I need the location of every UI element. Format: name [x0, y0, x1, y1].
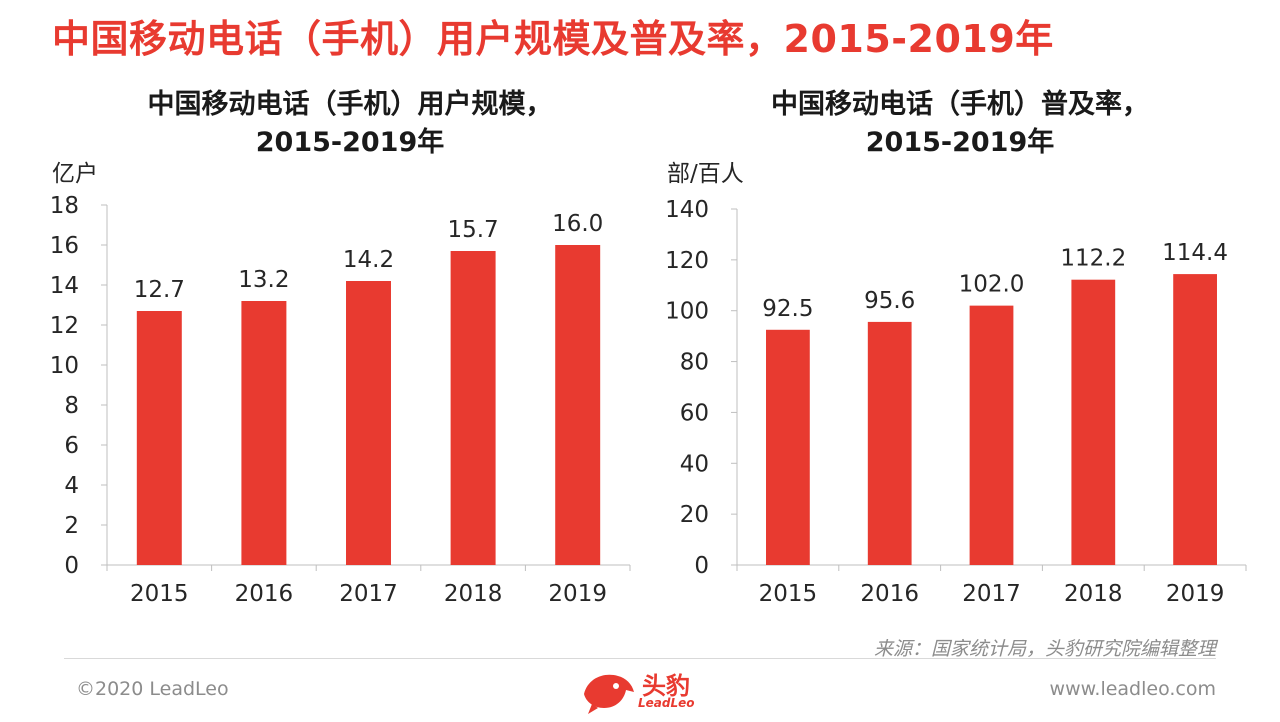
users-data-label: 12.7	[134, 277, 185, 303]
left-chart-unit: 亿户	[52, 161, 98, 187]
users-bar	[136, 311, 182, 565]
penetration-bar	[1173, 274, 1217, 565]
users-y-tick-label: 4	[64, 473, 79, 499]
users-data-label: 14.2	[343, 247, 394, 273]
left-chart-title: 中国移动电话（手机）用户规模， 2015-2019年	[60, 86, 640, 162]
penetration-y-tick-label: 120	[665, 248, 709, 274]
users-y-tick-label: 6	[64, 433, 79, 459]
penetration-bar	[766, 329, 810, 565]
penetration-x-tick-label: 2018	[1064, 581, 1123, 607]
penetration-x-tick-label: 2017	[962, 581, 1021, 607]
users-y-tick-label: 0	[64, 553, 79, 579]
users-y-tick-label: 12	[50, 313, 79, 339]
left-chart-title-line2: 2015-2019年	[255, 127, 445, 158]
penetration-y-tick-label: 80	[680, 350, 709, 376]
penetration-y-tick-label: 100	[665, 299, 709, 325]
penetration-x-tick-label: 2016	[860, 581, 919, 607]
page-title: 中国移动电话（手机）用户规模及普及率，2015-2019年	[52, 17, 1054, 61]
users-y-tick-label: 16	[50, 233, 79, 259]
right-chart-title: 中国移动电话（手机）普及率， 2015-2019年	[660, 86, 1260, 162]
penetration-y-tick-label: 20	[680, 502, 709, 528]
source-note: 来源：国家统计局，头豹研究院编辑整理	[873, 638, 1216, 660]
users-x-tick-label: 2017	[339, 581, 398, 607]
users-bar	[241, 301, 287, 565]
users-data-label: 15.7	[447, 217, 498, 243]
penetration-bar	[867, 321, 912, 565]
users-bar-chart: 0 2 4 6 8 10 12 14 16 18 12.7 2015 13.2 2016 14.2 2017 1…	[50, 193, 631, 607]
penetration-x-tick-label: 2015	[759, 581, 818, 607]
logo-subtext: LeadLeo	[638, 696, 695, 710]
penetration-data-label: 92.5	[762, 296, 813, 322]
right-chart-title-line1: 中国移动电话（手机）普及率，	[771, 89, 1149, 120]
penetration-data-label: 95.6	[864, 288, 915, 314]
penetration-data-label: 102.0	[959, 272, 1025, 298]
leopard-logo-icon	[584, 674, 634, 714]
users-bar	[555, 245, 601, 565]
penetration-bar	[1071, 279, 1116, 565]
logo-text: 头豹	[642, 672, 690, 700]
penetration-bar	[969, 305, 1014, 565]
users-y-tick-label: 18	[50, 193, 79, 219]
penetration-y-tick-label: 40	[680, 451, 709, 477]
users-x-tick-label: 2015	[130, 581, 189, 607]
left-chart-title-line1: 中国移动电话（手机）用户规模，	[147, 89, 553, 120]
users-bar	[450, 251, 496, 565]
users-y-tick-label: 8	[64, 393, 79, 419]
penetration-y-tick-label: 60	[680, 400, 709, 426]
right-chart-title-line2: 2015-2019年	[865, 127, 1055, 158]
users-data-label: 16.0	[552, 211, 603, 237]
users-x-tick-label: 2016	[235, 581, 294, 607]
website-link[interactable]: www.leadleo.com	[1049, 678, 1216, 700]
penetration-x-tick-label: 2019	[1166, 581, 1225, 607]
penetration-data-label: 114.4	[1162, 240, 1228, 266]
users-data-label: 13.2	[238, 267, 289, 293]
users-x-tick-label: 2018	[444, 581, 503, 607]
footer-divider	[64, 658, 1216, 659]
copyright-text: ©2020 LeadLeo	[76, 678, 229, 700]
users-y-tick-label: 10	[50, 353, 79, 379]
penetration-data-label: 112.2	[1060, 246, 1126, 272]
users-y-tick-label: 2	[64, 513, 79, 539]
users-y-tick-label: 14	[50, 273, 79, 299]
penetration-y-tick-label: 0	[694, 553, 709, 579]
penetration-y-tick-label: 140	[665, 197, 709, 223]
penetration-bar-chart: 0 20 40 60 80 100 120 140 92.5 2015 95.6 2016 102.0 2…	[665, 197, 1247, 607]
users-bar	[346, 281, 391, 565]
right-chart-unit: 部/百人	[667, 161, 744, 187]
leadleo-logo: 头豹 LeadLeo	[578, 664, 718, 718]
users-x-tick-label: 2019	[548, 581, 607, 607]
